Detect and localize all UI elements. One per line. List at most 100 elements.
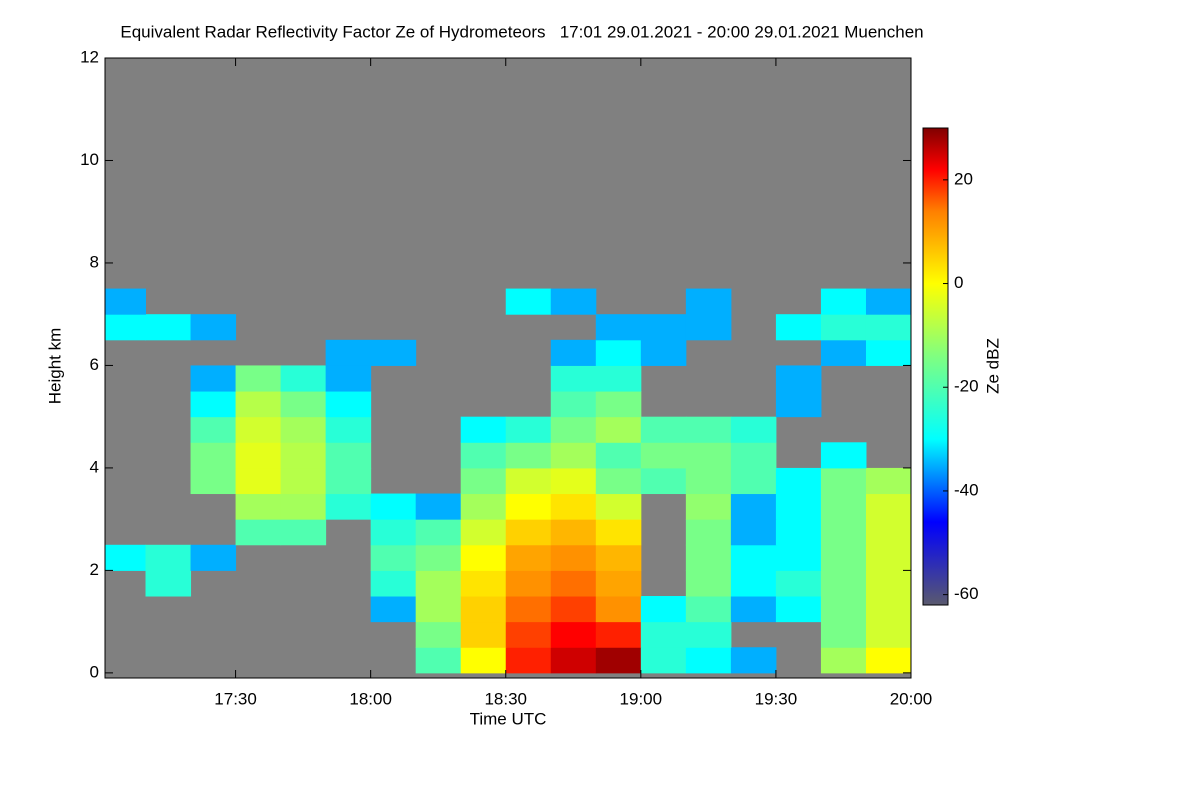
heatmap-cell — [640, 467, 687, 495]
x-tick-label: 19:00 — [620, 689, 663, 708]
heatmap-cell — [640, 442, 687, 469]
heatmap-cell — [235, 442, 282, 469]
heatmap-cell — [190, 442, 237, 469]
heatmap-cell — [685, 416, 732, 443]
heatmap-cell — [820, 519, 867, 546]
heatmap-cell — [370, 519, 417, 546]
heatmap-cell — [415, 493, 462, 520]
x-tick-label: 18:30 — [484, 689, 527, 708]
heatmap-cell — [595, 519, 642, 546]
heatmap-cell — [820, 339, 867, 366]
heatmap-cell — [865, 467, 911, 495]
heatmap-cell — [460, 596, 507, 623]
y-axis-label: Height km — [45, 328, 64, 405]
plot-frame — [104, 57, 912, 679]
heatmap-cell — [280, 365, 327, 392]
heatmap-cell — [595, 621, 642, 648]
heatmap-cell — [595, 365, 642, 392]
heatmap-cell — [460, 467, 507, 495]
heatmap-cell — [145, 570, 192, 597]
heatmap-cell — [685, 467, 732, 495]
heatmap-cell — [685, 544, 732, 571]
heatmap-cell — [865, 288, 911, 315]
heatmap-cell — [595, 647, 642, 674]
heatmap-cell — [865, 647, 911, 674]
heatmap-cell — [190, 467, 237, 495]
heatmap-cell — [775, 365, 822, 392]
heatmap-cell — [460, 570, 507, 597]
heatmap-cell — [775, 570, 822, 597]
heatmap-cell — [280, 467, 327, 495]
y-tick-label: 10 — [80, 150, 99, 169]
y-tick-label: 0 — [90, 662, 99, 681]
heatmap-cell — [865, 314, 911, 341]
heatmap-cell — [325, 493, 372, 520]
heatmap-cell — [370, 544, 417, 571]
heatmap-cell — [865, 596, 911, 623]
heatmap-cell — [730, 519, 777, 546]
axes: 0 2 4 6 8 10 12 17:30 18:00 18:30 19:00 19:30 20:00 -… — [80, 47, 979, 708]
heatmap-cell — [325, 416, 372, 443]
plot-area — [105, 58, 911, 678]
heatmap-cell — [730, 493, 777, 520]
heatmap-cell — [820, 596, 867, 623]
x-tick-label: 20:00 — [890, 689, 933, 708]
x-tick-label: 19:30 — [755, 689, 798, 708]
heatmap-cell — [190, 314, 237, 341]
heatmap-cell — [105, 288, 147, 315]
colorbar-tick-label: 20 — [954, 169, 973, 188]
heatmap-cell — [505, 493, 552, 520]
x-tick-label: 17:30 — [214, 689, 257, 708]
heatmap-cell — [775, 493, 822, 520]
heatmap-cell — [730, 416, 777, 443]
heatmap-cell — [505, 544, 552, 571]
heatmap-cell — [505, 596, 552, 623]
heatmap-cell — [550, 442, 597, 469]
heatmap-cell — [550, 467, 597, 495]
heatmap-cell — [460, 621, 507, 648]
heatmap-cell — [820, 544, 867, 571]
heatmap-cell — [145, 314, 192, 341]
heatmap-cell — [235, 416, 282, 443]
heatmap-cell — [235, 493, 282, 520]
heatmap-cell — [505, 467, 552, 495]
heatmap-cell — [190, 365, 237, 392]
heatmap-cell — [370, 596, 417, 623]
heatmap-cell — [775, 596, 822, 623]
heatmap-cell — [685, 493, 732, 520]
heatmap-cell — [865, 493, 911, 520]
heatmap-cell — [865, 544, 911, 571]
heatmap-cell — [640, 416, 687, 443]
heatmap-cell — [730, 544, 777, 571]
heatmap-cell — [325, 467, 372, 495]
y-tick-label: 8 — [90, 252, 99, 271]
colorbar-tick-label: 0 — [954, 273, 963, 292]
heatmap-cell — [865, 339, 911, 366]
heatmap-cell — [595, 544, 642, 571]
heatmap-cell — [865, 570, 911, 597]
heatmap-cell — [505, 570, 552, 597]
heatmap-cell — [550, 570, 597, 597]
heatmap-cell — [235, 365, 282, 392]
heatmap-cell — [550, 493, 597, 520]
heatmap-cell — [415, 621, 462, 648]
heatmap-cell — [640, 621, 687, 648]
y-tick-label: 2 — [90, 560, 99, 579]
heatmap-cell — [325, 339, 372, 366]
heatmap-cell — [460, 493, 507, 520]
heatmap-cell — [550, 416, 597, 443]
heatmap-cell — [640, 314, 687, 341]
y-tick-label: 4 — [90, 457, 99, 476]
x-axis-label: Time UTC — [470, 709, 547, 728]
heatmap-cell — [235, 391, 282, 418]
heatmap-cell — [685, 570, 732, 597]
heatmap-cell — [640, 339, 687, 366]
heatmap-cell — [105, 544, 147, 571]
heatmap-cell — [820, 647, 867, 674]
heatmap-cell — [550, 621, 597, 648]
heatmap-cell — [370, 339, 417, 366]
heatmap-cell — [595, 339, 642, 366]
colorbar-tick-label: -60 — [954, 584, 979, 603]
heatmap-cell — [460, 519, 507, 546]
